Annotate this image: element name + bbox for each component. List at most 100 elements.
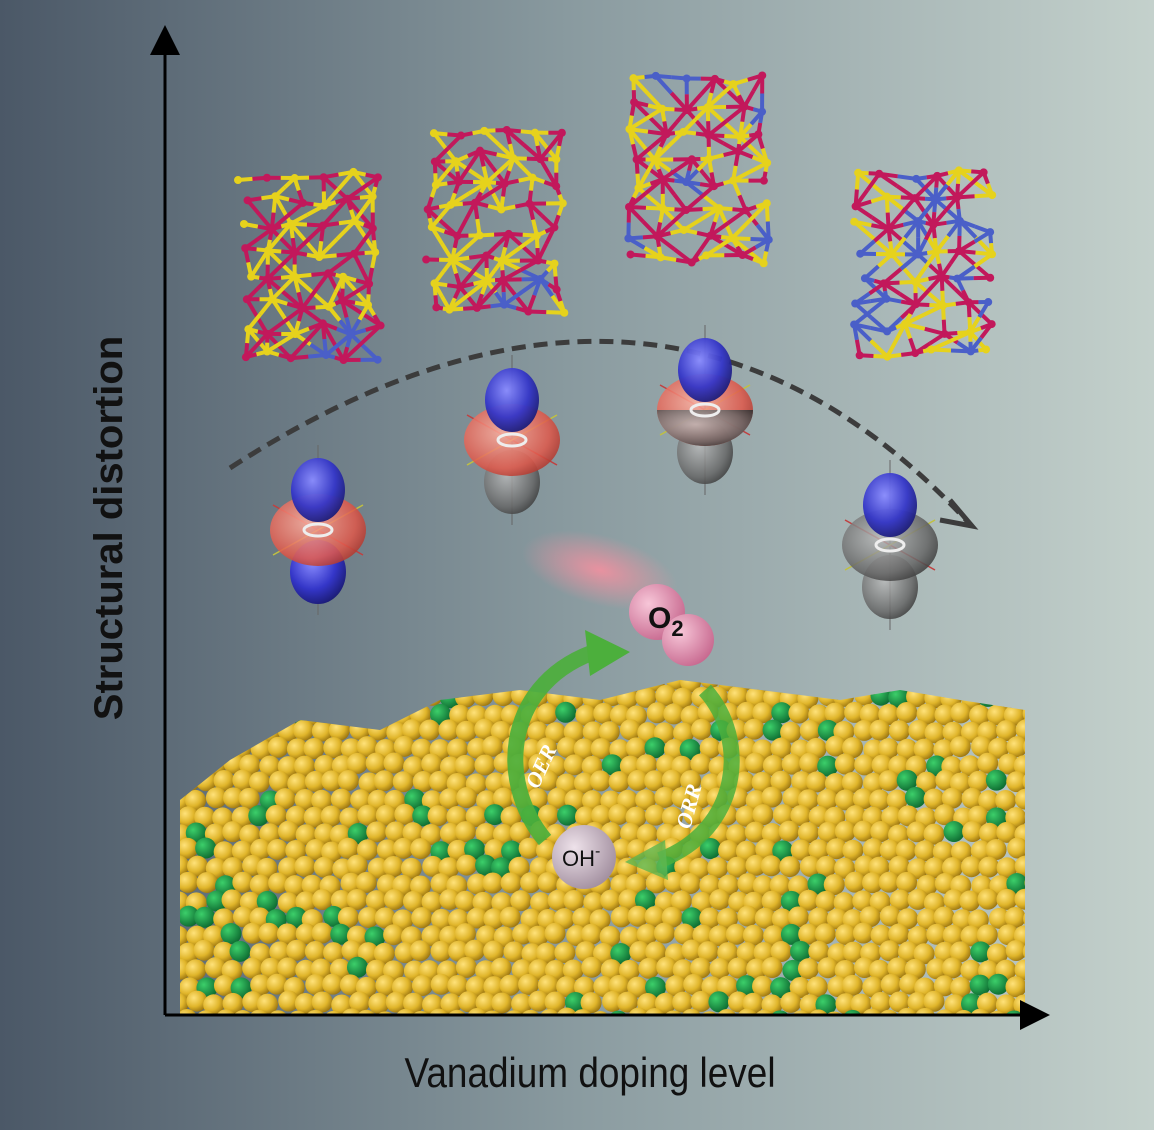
- nanoparticle-atom: [996, 888, 1018, 910]
- nanoparticle-atom: [770, 737, 792, 759]
- dopant-atom: [195, 837, 217, 859]
- atom: [927, 345, 936, 354]
- dopant-atom: [904, 786, 926, 808]
- orbital-upper-lobe: [863, 473, 917, 537]
- atom: [679, 127, 688, 136]
- atom: [429, 129, 438, 138]
- nanoparticle-atom: [835, 789, 857, 811]
- atom: [321, 350, 330, 359]
- atom: [704, 131, 713, 140]
- nanoparticle-atom: [778, 820, 800, 842]
- atom: [373, 355, 382, 364]
- nanoparticle-atom: [961, 787, 983, 809]
- atom: [658, 175, 667, 184]
- dopant-atom: [185, 822, 207, 844]
- nanoparticle-atom: [808, 907, 830, 929]
- nanoparticle-atom: [761, 890, 783, 912]
- atom: [376, 321, 385, 330]
- dopant-atom: [736, 975, 758, 997]
- nanoparticle-atom: [962, 821, 984, 843]
- o2-label: O: [648, 602, 671, 635]
- atom: [534, 256, 543, 265]
- nanoparticle-atom: [761, 823, 783, 845]
- atom: [729, 80, 738, 89]
- nanoparticle-atom: [780, 991, 802, 1013]
- nanoparticle-atom: [790, 805, 812, 827]
- nanoparticle-atom: [709, 889, 731, 911]
- atom: [740, 102, 749, 111]
- dopant-atom: [230, 977, 252, 999]
- nanoparticle-atom: [337, 837, 359, 859]
- atom: [910, 194, 919, 203]
- nanoparticle-atom: [383, 924, 405, 946]
- atom: [290, 272, 299, 281]
- orbital-torus: [464, 404, 560, 476]
- nanoparticle-atom: [500, 806, 522, 828]
- nanoparticle-atom: [636, 754, 658, 776]
- atom: [625, 125, 634, 134]
- nanoparticle-atom: [439, 888, 461, 910]
- nanoparticle-atom: [499, 906, 521, 928]
- atom: [558, 199, 567, 208]
- nanoparticle-atom: [232, 871, 254, 893]
- atom: [879, 279, 888, 288]
- nanoparticle-atom: [907, 926, 929, 948]
- atom: [346, 330, 355, 339]
- atom: [371, 248, 380, 257]
- nanoparticle-atom: [323, 942, 345, 964]
- dopant-atom: [330, 923, 352, 945]
- nanoparticle-atom: [844, 701, 866, 723]
- atom: [703, 103, 712, 112]
- nanoparticle-atom: [627, 769, 649, 791]
- atom: [882, 192, 891, 201]
- atom: [682, 74, 691, 83]
- nanoparticle-atom: [213, 841, 235, 863]
- nanoparticle-atom: [402, 890, 424, 912]
- dopant-atom: [708, 991, 730, 1013]
- nanoparticle-atom: [475, 822, 497, 844]
- orbital-node: [302, 522, 334, 538]
- nanoparticle-atom: [610, 906, 632, 928]
- nanoparticle-atom: [824, 702, 846, 724]
- nanoparticle-atom: [574, 806, 596, 828]
- dz2-orbital: [842, 460, 938, 630]
- atom: [650, 155, 659, 164]
- orbital-torus: [270, 494, 366, 566]
- nanoparticle-atom: [926, 958, 948, 980]
- nanoparticle-atom: [356, 839, 378, 861]
- nanoparticle-atom: [180, 871, 199, 893]
- atom: [557, 128, 566, 137]
- nanoparticle-atom: [923, 823, 945, 845]
- nanoparticle-atom: [295, 923, 317, 945]
- nanoparticle-atom: [403, 992, 425, 1014]
- nanoparticle-atom: [563, 889, 585, 911]
- nanoparticle-atom: [276, 923, 298, 945]
- nanoparticle-atom: [341, 940, 363, 962]
- nanoparticle-atom: [259, 823, 281, 845]
- nanoparticle-atom: [180, 992, 189, 1014]
- nanoparticle-atom: [337, 769, 359, 791]
- nanoparticle-atom: [339, 807, 361, 829]
- nanoparticle-atom: [799, 752, 821, 774]
- nanoparticle-atom: [969, 704, 991, 726]
- nanoparticle-atom: [817, 821, 839, 843]
- nanoparticle-atom: [752, 975, 774, 997]
- nanoparticle-atom: [1014, 855, 1025, 877]
- nanoparticle-atom: [841, 771, 863, 793]
- nanoparticle-atom: [815, 855, 837, 877]
- nanoparticle-atom: [707, 857, 729, 879]
- nanoparticle-atom: [412, 771, 434, 793]
- nanoparticle-atom: [278, 857, 300, 879]
- nanoparticle-atom: [842, 941, 864, 963]
- nanoparticle-atom: [690, 990, 712, 1012]
- nanoparticle-atom: [625, 806, 647, 828]
- atom: [343, 194, 352, 203]
- nanoparticle-atom: [752, 875, 774, 897]
- nanoparticle-atom: [180, 942, 199, 964]
- nanoparticle-atom: [743, 718, 765, 740]
- nanoparticle-atom: [602, 990, 624, 1012]
- nanoparticle-atom: [913, 738, 935, 760]
- nanoparticle-atom: [287, 773, 309, 795]
- nanoparticle-atom: [403, 756, 425, 778]
- dopant-atom: [679, 738, 701, 760]
